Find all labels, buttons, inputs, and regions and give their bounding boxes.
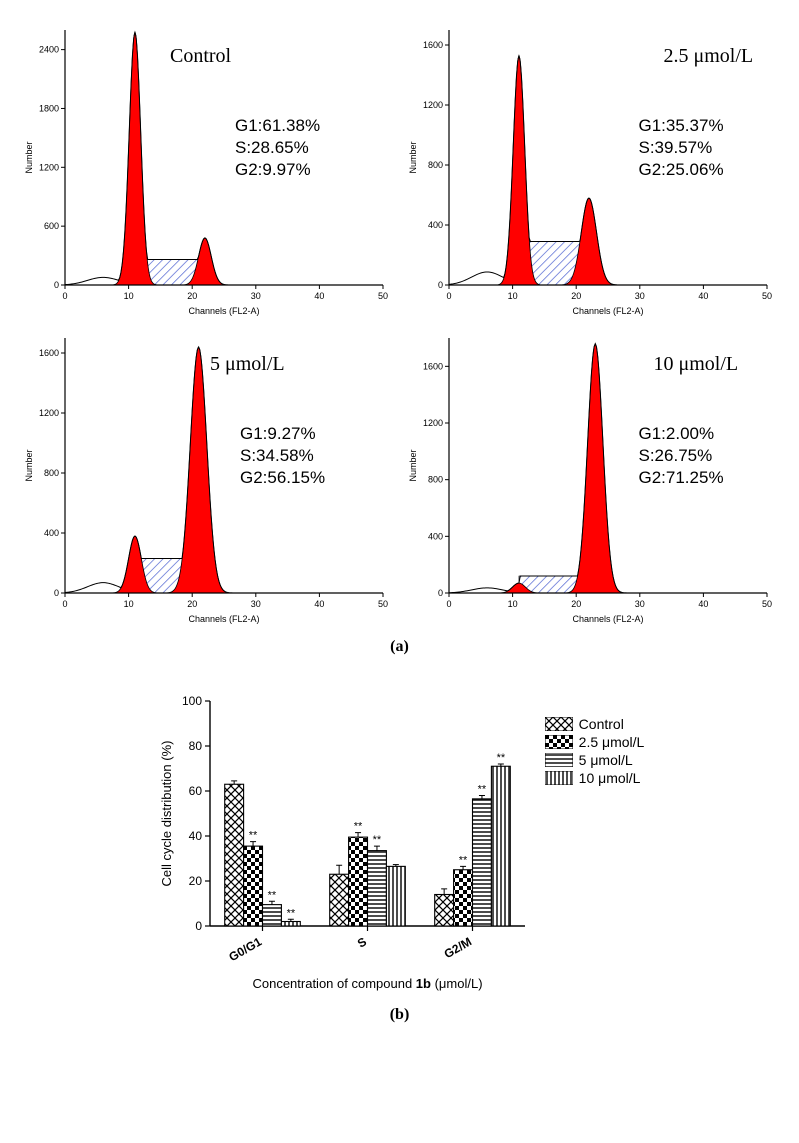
- panel-stats: G1:2.00%S:26.75%G2:71.25%: [639, 423, 724, 489]
- svg-text:0: 0: [62, 291, 67, 301]
- svg-text:0: 0: [195, 919, 202, 933]
- svg-text:10: 10: [124, 599, 134, 609]
- svg-text:**: **: [248, 830, 257, 842]
- svg-text:1600: 1600: [422, 361, 442, 371]
- svg-text:50: 50: [378, 291, 388, 301]
- legend-label: 5 μmol/L: [579, 752, 633, 768]
- svg-text:10: 10: [507, 599, 517, 609]
- panel-stats: G1:9.27%S:34.58%G2:56.15%: [240, 423, 325, 489]
- panel-title: Control: [170, 45, 231, 68]
- svg-text:10: 10: [124, 291, 134, 301]
- svg-text:S: S: [355, 934, 369, 950]
- legend-row: 5 μmol/L: [545, 752, 645, 768]
- svg-text:G2/M: G2/M: [441, 934, 473, 961]
- histogram-panel-10: 0 400 800 1200 1600 0 10 20 30 40 50 Channels (FL2-…: [404, 328, 779, 628]
- svg-text:600: 600: [44, 221, 59, 231]
- histogram-svg-5: 0 400 800 1200 1600 0 10 20 30 40 50 Channels (FL2-…: [20, 328, 395, 628]
- svg-text:60: 60: [188, 784, 202, 798]
- svg-text:40: 40: [698, 599, 708, 609]
- histogram-panel-control: 0 600 1200 1800 2400 0 10 20 30 40 50 Channels (FL2…: [20, 20, 395, 320]
- svg-text:Number: Number: [24, 449, 34, 481]
- svg-text:800: 800: [44, 468, 59, 478]
- legend-label: 2.5 μmol/L: [579, 734, 645, 750]
- svg-text:Cell cycle distribution (%): Cell cycle distribution (%): [159, 741, 174, 887]
- sub-a-label: (a): [20, 638, 779, 656]
- svg-text:400: 400: [427, 220, 442, 230]
- svg-text:400: 400: [427, 531, 442, 541]
- svg-text:0: 0: [54, 280, 59, 290]
- svg-text:50: 50: [761, 599, 771, 609]
- svg-text:20: 20: [187, 599, 197, 609]
- svg-text:50: 50: [761, 291, 771, 301]
- svg-text:**: **: [458, 854, 467, 866]
- svg-text:40: 40: [698, 291, 708, 301]
- svg-text:G0/G1: G0/G1: [226, 934, 264, 964]
- svg-text:40: 40: [314, 291, 324, 301]
- svg-text:400: 400: [44, 528, 59, 538]
- svg-text:0: 0: [62, 599, 67, 609]
- svg-text:40: 40: [314, 599, 324, 609]
- svg-text:1800: 1800: [39, 103, 59, 113]
- svg-text:30: 30: [251, 599, 261, 609]
- svg-text:0: 0: [446, 291, 451, 301]
- svg-text:0: 0: [437, 588, 442, 598]
- legend-label: Control: [579, 716, 624, 732]
- panel-title: 10 μmol/L: [654, 353, 739, 376]
- histogram-panel-5: 0 400 800 1200 1600 0 10 20 30 40 50 Channels (FL2-…: [20, 328, 395, 628]
- svg-text:40: 40: [188, 829, 202, 843]
- svg-text:2400: 2400: [39, 45, 59, 55]
- svg-text:0: 0: [446, 599, 451, 609]
- svg-text:1600: 1600: [422, 40, 442, 50]
- svg-text:0: 0: [437, 280, 442, 290]
- svg-text:80: 80: [188, 739, 202, 753]
- legend-row: 10 μmol/L: [545, 770, 645, 786]
- svg-text:50: 50: [378, 599, 388, 609]
- svg-text:30: 30: [251, 291, 261, 301]
- svg-text:Number: Number: [408, 141, 418, 173]
- histogram-grid: 0 600 1200 1800 2400 0 10 20 30 40 50 Channels (FL2…: [20, 20, 779, 628]
- svg-text:0: 0: [54, 588, 59, 598]
- svg-text:**: **: [267, 889, 276, 901]
- svg-text:20: 20: [188, 874, 202, 888]
- svg-text:800: 800: [427, 160, 442, 170]
- svg-text:**: **: [477, 784, 486, 796]
- histogram-panel-25: 0 400 800 1200 1600 0 10 20 30 40 50 Channels (FL2-…: [404, 20, 779, 320]
- svg-text:100: 100: [182, 694, 202, 708]
- svg-text:Channels (FL2-A): Channels (FL2-A): [572, 306, 643, 316]
- svg-text:30: 30: [634, 599, 644, 609]
- legend-label: 10 μmol/L: [579, 770, 641, 786]
- panel-stats: G1:35.37%S:39.57%G2:25.06%: [639, 115, 724, 181]
- bar-chart-svg: 0 20 40 60 80 100 ** ** ** G0/G1 ** ** S ** ** ** G2/M Ce…: [155, 686, 535, 996]
- svg-text:Concentration of compound 1b (: Concentration of compound 1b (μmol/L): [252, 976, 482, 991]
- sub-b-label: (b): [20, 1006, 779, 1024]
- svg-text:**: **: [286, 907, 295, 919]
- bar-legend: Control 2.5 μmol/L 5 μmol/L 10 μmol/L: [545, 716, 645, 996]
- legend-row: Control: [545, 716, 645, 732]
- panel-title: 2.5 μmol/L: [664, 45, 754, 68]
- svg-text:Channels (FL2-A): Channels (FL2-A): [572, 614, 643, 624]
- svg-text:30: 30: [634, 291, 644, 301]
- svg-text:**: **: [372, 834, 381, 846]
- svg-text:20: 20: [571, 291, 581, 301]
- svg-text:**: **: [496, 752, 505, 764]
- svg-text:1200: 1200: [39, 408, 59, 418]
- svg-text:Channels (FL2-A): Channels (FL2-A): [188, 614, 259, 624]
- svg-text:20: 20: [187, 291, 197, 301]
- panel-title: 5 μmol/L: [210, 353, 285, 376]
- panel-stats: G1:61.38%S:28.65%G2:9.97%: [235, 115, 320, 181]
- svg-text:20: 20: [571, 599, 581, 609]
- svg-text:Number: Number: [408, 449, 418, 481]
- svg-text:1200: 1200: [422, 100, 442, 110]
- svg-text:Channels (FL2-A): Channels (FL2-A): [188, 306, 259, 316]
- svg-text:10: 10: [507, 291, 517, 301]
- svg-text:**: **: [353, 821, 362, 833]
- svg-text:1600: 1600: [39, 348, 59, 358]
- svg-text:800: 800: [427, 475, 442, 485]
- svg-text:1200: 1200: [39, 162, 59, 172]
- svg-text:1200: 1200: [422, 418, 442, 428]
- bar-chart-container: 0 20 40 60 80 100 ** ** ** G0/G1 ** ** S ** ** ** G2/M Ce…: [20, 686, 779, 996]
- legend-row: 2.5 μmol/L: [545, 734, 645, 750]
- svg-text:Number: Number: [24, 141, 34, 173]
